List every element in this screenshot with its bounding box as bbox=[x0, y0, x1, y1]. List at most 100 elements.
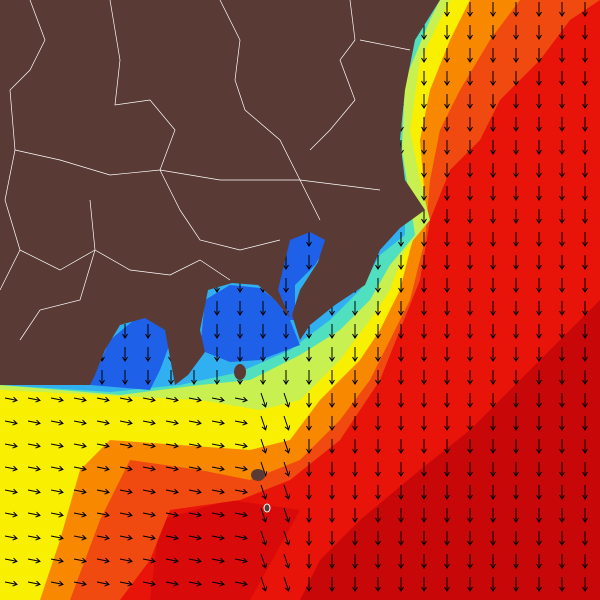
wave-arrow bbox=[421, 232, 427, 247]
wave-arrow bbox=[467, 370, 473, 385]
wave-arrow bbox=[214, 370, 220, 385]
wave-arrow bbox=[119, 396, 133, 403]
wave-arrow bbox=[444, 186, 450, 201]
wave-arrow bbox=[513, 416, 519, 431]
border bbox=[359, 39, 411, 51]
wave-arrow bbox=[4, 465, 18, 472]
wave-arrow bbox=[122, 347, 128, 362]
wave-arrow bbox=[352, 577, 358, 592]
wave-arrow bbox=[168, 370, 174, 385]
wave-arrow bbox=[444, 117, 450, 132]
wave-arrow bbox=[421, 117, 427, 132]
wave-arrow bbox=[73, 442, 87, 449]
wave-arrow bbox=[582, 2, 588, 17]
wave-arrow bbox=[444, 393, 450, 408]
wave-arrow bbox=[536, 324, 542, 339]
wave-arrow bbox=[490, 25, 496, 40]
wave-arrow bbox=[513, 577, 519, 592]
wave-arrow bbox=[234, 442, 248, 449]
wave-arrow bbox=[582, 278, 588, 293]
wave-arrow bbox=[536, 2, 542, 17]
wave-arrow bbox=[352, 301, 358, 316]
wave-arrow bbox=[536, 370, 542, 385]
wave-arrow bbox=[375, 370, 381, 385]
wave-arrow bbox=[211, 396, 225, 403]
wave-arrow bbox=[582, 370, 588, 385]
wave-arrow bbox=[4, 580, 18, 587]
wave-arrow bbox=[73, 580, 87, 587]
wave-arrow bbox=[444, 370, 450, 385]
wave-arrow bbox=[559, 531, 565, 546]
wave-arrow bbox=[211, 488, 225, 495]
wave-arrow bbox=[214, 324, 220, 339]
wave-arrow bbox=[188, 511, 202, 518]
wave-arrow bbox=[467, 163, 473, 178]
wave-arrow bbox=[188, 396, 202, 403]
wave-arrow bbox=[352, 554, 358, 569]
wave-arrow bbox=[306, 531, 312, 546]
wave-arrow bbox=[306, 255, 312, 270]
wave-arrow bbox=[559, 370, 565, 385]
wave-arrow bbox=[4, 511, 18, 518]
wave-arrow bbox=[559, 232, 565, 247]
wave-arrow bbox=[260, 415, 268, 431]
wave-arrow bbox=[191, 370, 197, 385]
wave-arrow bbox=[513, 531, 519, 546]
wave-arrow bbox=[444, 209, 450, 224]
wave-arrow bbox=[536, 140, 542, 155]
wave-arrow bbox=[490, 370, 496, 385]
wave-arrow bbox=[375, 301, 381, 316]
wave-arrow bbox=[559, 48, 565, 63]
wave-arrow bbox=[398, 393, 404, 408]
wave-arrow bbox=[211, 557, 225, 564]
wave-arrow bbox=[513, 255, 519, 270]
wave-arrow bbox=[375, 462, 381, 477]
wave-arrow bbox=[122, 370, 128, 385]
wave-arrow bbox=[421, 163, 427, 178]
wave-arrow bbox=[283, 347, 289, 362]
wave-arrow bbox=[211, 442, 225, 449]
wave-arrow bbox=[444, 71, 450, 86]
wave-arrow bbox=[329, 485, 335, 500]
wave-arrow bbox=[398, 324, 404, 339]
wave-arrow bbox=[142, 419, 156, 426]
wave-arrow bbox=[142, 511, 156, 518]
wave-arrow bbox=[96, 580, 110, 587]
wave-arrow bbox=[283, 438, 291, 454]
wave-arrow bbox=[329, 370, 335, 385]
wave-arrow bbox=[234, 396, 248, 403]
wave-arrow bbox=[559, 416, 565, 431]
wave-arrow bbox=[490, 301, 496, 316]
wave-arrow bbox=[50, 557, 64, 564]
wave-arrow bbox=[145, 370, 151, 385]
wave-arrow bbox=[96, 396, 110, 403]
wave-arrow bbox=[352, 485, 358, 500]
wave-arrow bbox=[421, 140, 427, 155]
wave-arrow bbox=[398, 347, 404, 362]
wave-arrow bbox=[329, 531, 335, 546]
wave-arrow bbox=[444, 278, 450, 293]
wave-arrow bbox=[73, 511, 87, 518]
wave-arrow bbox=[513, 324, 519, 339]
wave-arrow bbox=[582, 439, 588, 454]
wave-arrow bbox=[513, 462, 519, 477]
wave-arrow bbox=[142, 465, 156, 472]
wave-arrow bbox=[329, 462, 335, 477]
wave-arrow bbox=[119, 442, 133, 449]
wave-arrow bbox=[119, 465, 133, 472]
wave-arrow bbox=[260, 370, 266, 385]
wave-arrow bbox=[467, 2, 473, 17]
wave-arrow bbox=[165, 511, 179, 518]
wave-arrow bbox=[444, 255, 450, 270]
wave-arrow bbox=[398, 462, 404, 477]
wave-arrow bbox=[283, 507, 291, 523]
wave-arrow bbox=[490, 393, 496, 408]
wave-arrow bbox=[260, 530, 268, 546]
wave-arrow bbox=[234, 419, 248, 426]
wave-arrow bbox=[398, 416, 404, 431]
wave-arrow bbox=[559, 140, 565, 155]
wave-arrow bbox=[444, 301, 450, 316]
wave-arrow bbox=[119, 419, 133, 426]
wave-arrow bbox=[398, 370, 404, 385]
wave-arrow bbox=[122, 324, 128, 339]
